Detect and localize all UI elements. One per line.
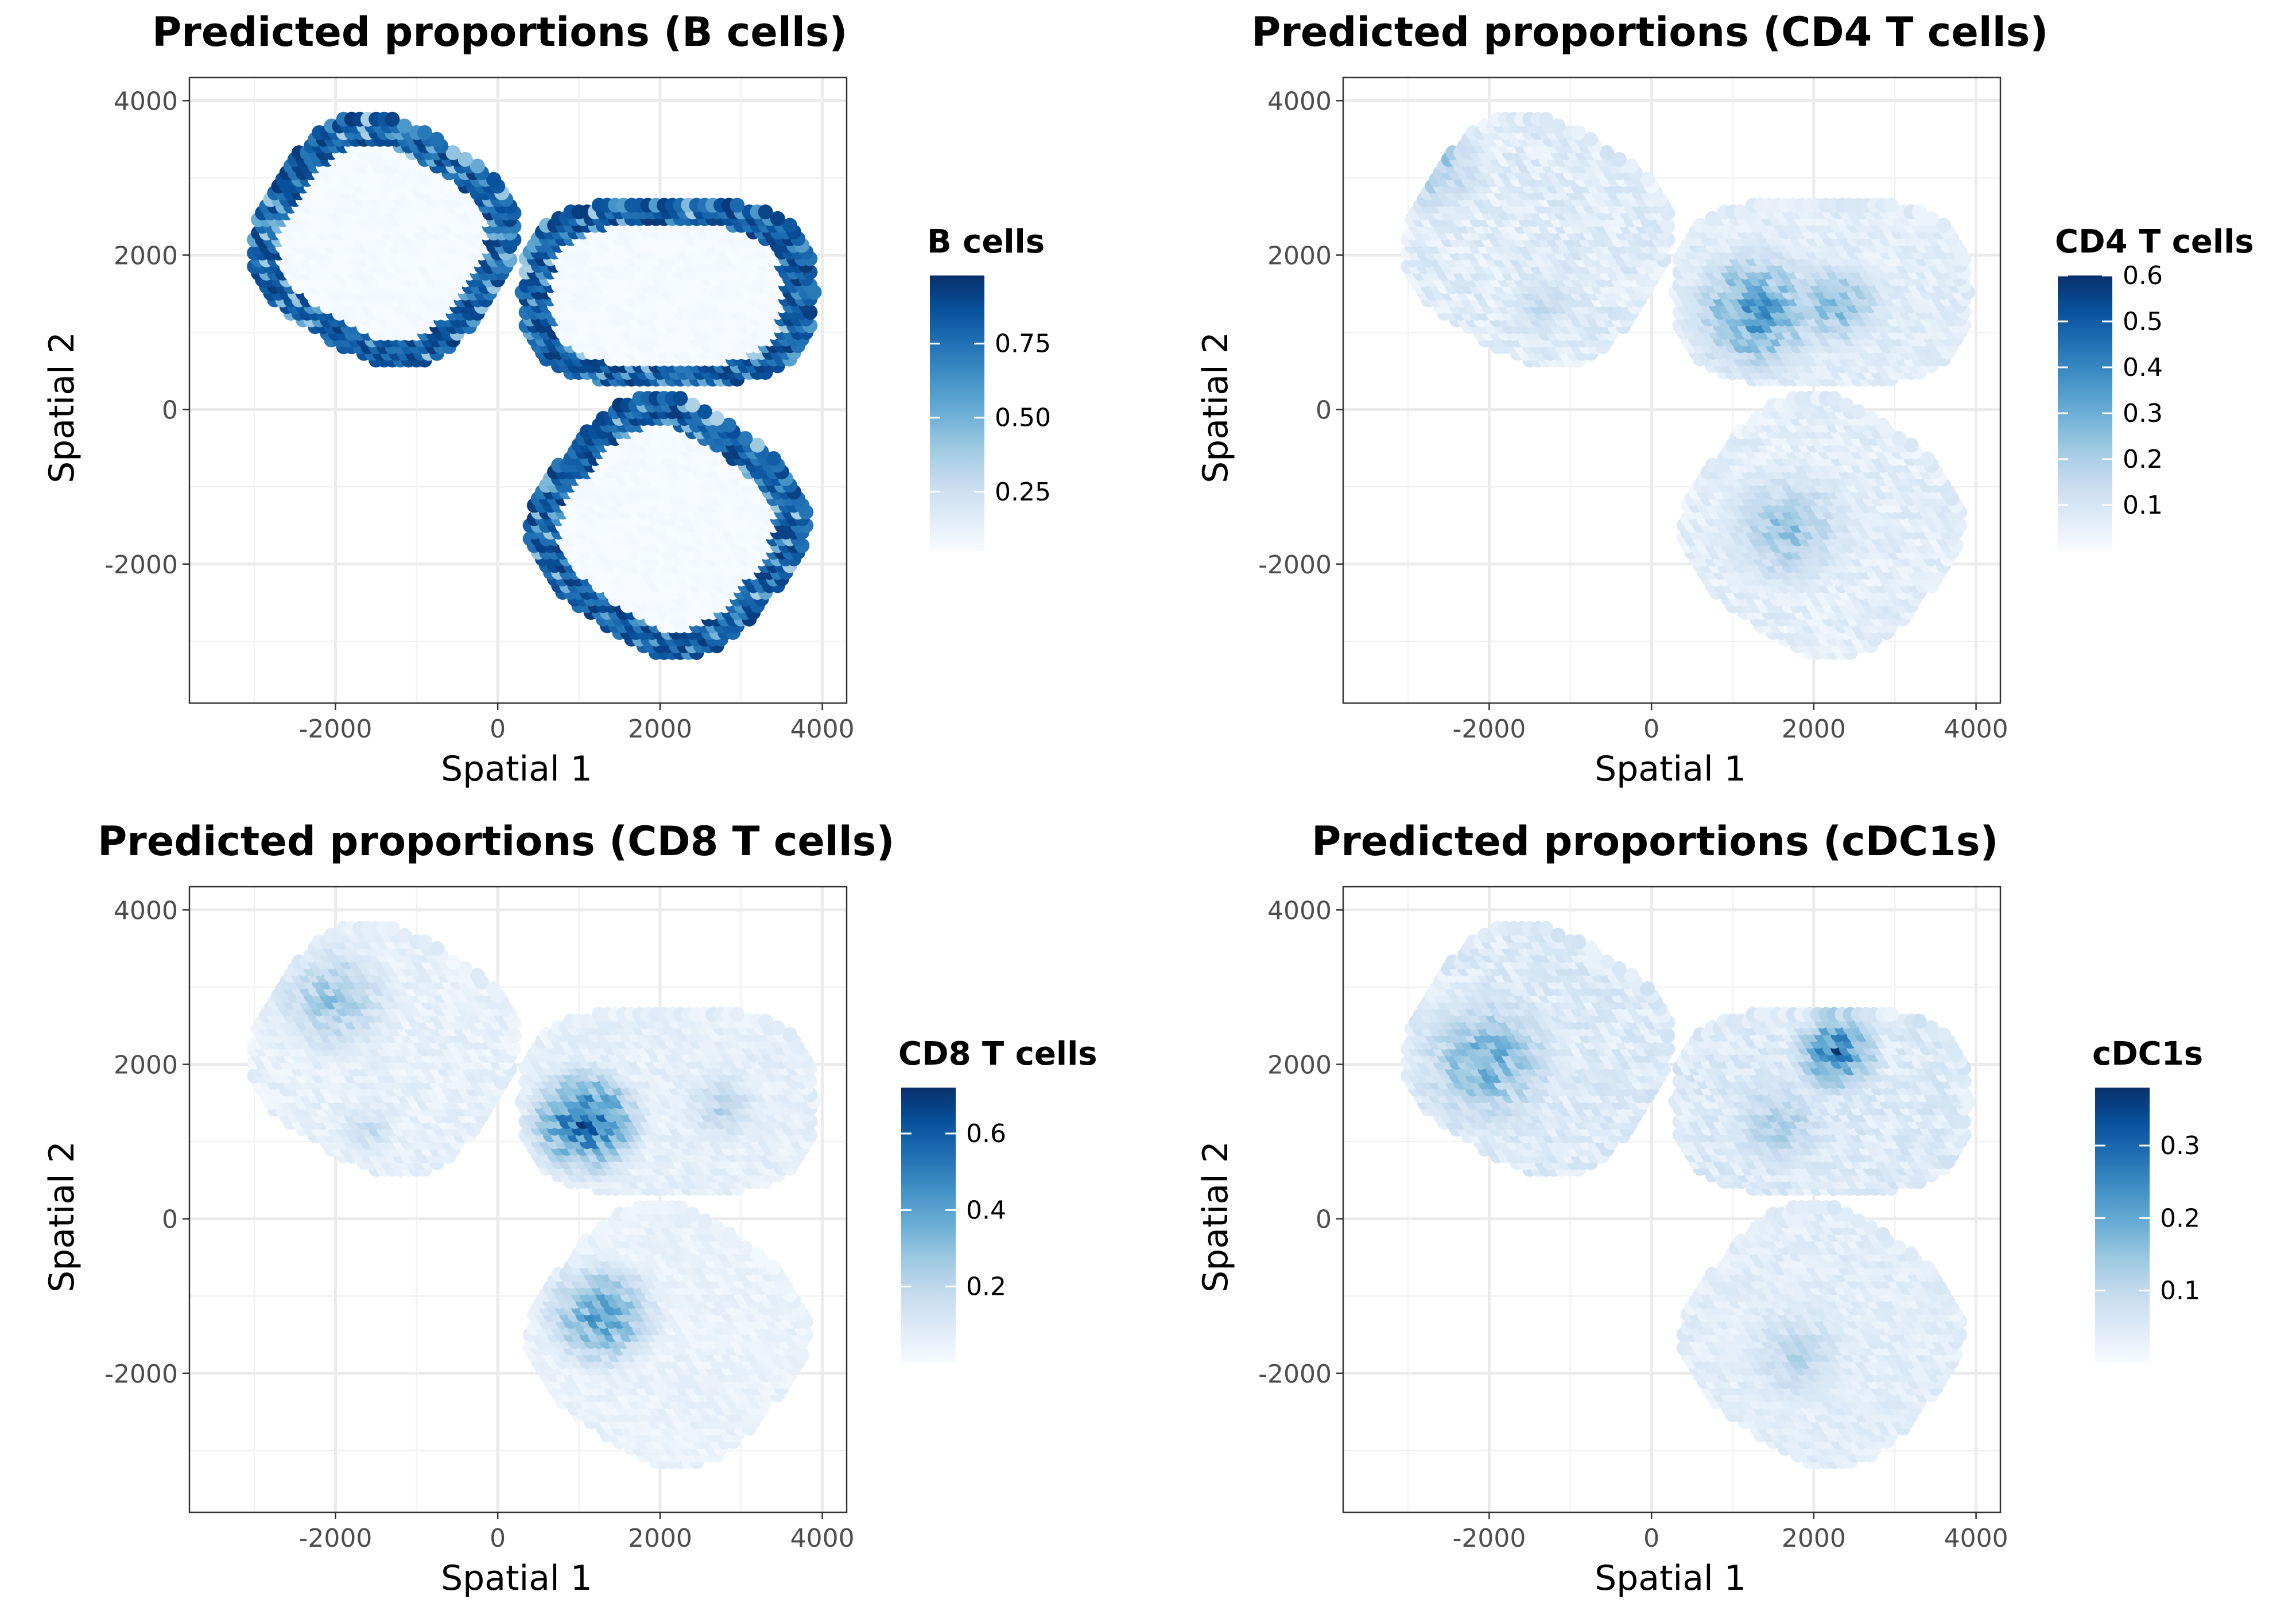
data-point xyxy=(758,204,773,220)
data-point xyxy=(417,125,432,141)
y-tick-label: 0 xyxy=(162,396,178,425)
x-tick-label: -2000 xyxy=(299,715,373,744)
x-tick-label: 0 xyxy=(490,715,506,744)
data-point xyxy=(445,145,461,161)
x-tick-label: 4000 xyxy=(790,715,855,744)
x-tick-label: 2000 xyxy=(628,715,692,744)
data-point xyxy=(486,172,502,187)
plot-area: -2000 0 2000 4000 -2000 0 2000 4000 xyxy=(104,76,855,744)
data-point xyxy=(385,111,400,127)
y-axis-title: Spatial 2 xyxy=(42,332,82,483)
data-point xyxy=(1538,111,1554,127)
panel-title: Predicted proportions (CD4 T cells) xyxy=(1251,9,2048,56)
colorbar xyxy=(930,275,984,551)
y-tick-label: 2000 xyxy=(114,242,178,271)
data-point xyxy=(1570,125,1586,141)
data-point xyxy=(673,391,688,406)
data-point xyxy=(470,158,485,174)
y-tick-label: -2000 xyxy=(104,550,178,580)
panel-b-cells: Predicted proportions (B cells) -2000 0 20… xyxy=(42,9,1051,789)
data-point xyxy=(1911,204,1927,220)
colorbar-tick-label: 0.50 xyxy=(995,403,1051,433)
data-point xyxy=(730,197,745,213)
points xyxy=(247,111,822,660)
x-axis-title: Spatial 1 xyxy=(441,749,592,789)
y-tick-label: 4000 xyxy=(114,87,178,116)
data-point xyxy=(1883,197,1899,213)
legend-title: B cells xyxy=(927,223,1045,261)
colorbar-tick-label: 0.25 xyxy=(995,478,1051,507)
data-point xyxy=(457,152,473,167)
colorbar-tick-label: 0.75 xyxy=(995,329,1051,359)
panel-title: Predicted proportions (B cells) xyxy=(152,9,848,56)
